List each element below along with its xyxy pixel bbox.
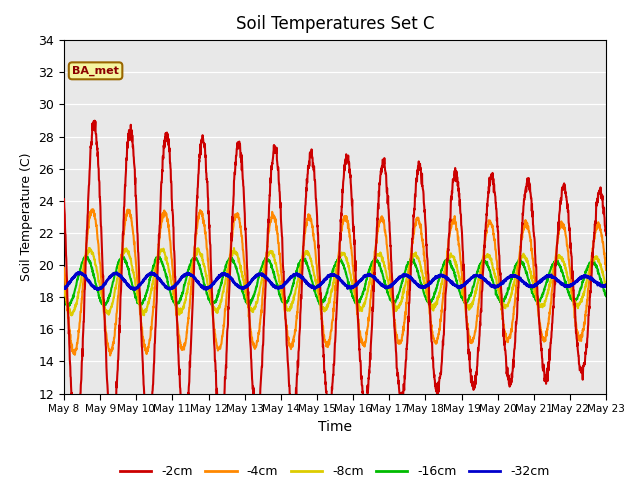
-4cm [212,336,220,342]
-8cm [363,291,371,297]
-16cm [602,293,610,299]
-32cm [351,284,359,289]
-4cm [602,267,610,273]
-16cm [493,292,500,298]
-8cm [555,254,563,260]
-4cm [493,258,500,264]
-32cm [570,280,577,286]
Y-axis label: Soil Temperature (C): Soil Temperature (C) [20,153,33,281]
-2cm [555,219,563,225]
-8cm [493,280,500,286]
-4cm [60,265,68,271]
-8cm [351,292,359,298]
-32cm [212,278,220,284]
-2cm [363,396,371,402]
-2cm [351,256,359,262]
-2cm [493,218,500,224]
-4cm [106,353,114,359]
-8cm [60,286,68,291]
-32cm [602,282,610,288]
-16cm [363,276,371,282]
X-axis label: Time: Time [318,420,352,433]
-32cm [493,284,500,290]
-16cm [83,253,91,259]
-4cm [363,331,371,337]
-16cm [212,298,220,304]
-2cm [212,369,220,374]
-2cm [602,232,610,238]
-8cm [68,312,76,318]
-2cm [570,288,577,293]
-16cm [351,300,359,305]
Line: -4cm: -4cm [64,209,606,356]
-32cm [74,269,82,275]
-8cm [212,308,220,313]
Text: BA_met: BA_met [72,66,119,76]
Line: -8cm: -8cm [64,248,606,315]
Title: Soil Temperatures Set C: Soil Temperatures Set C [236,15,435,33]
-16cm [60,296,68,302]
-2cm [60,196,68,202]
-2cm [91,118,99,123]
Line: -16cm: -16cm [64,256,606,306]
-8cm [570,294,577,300]
-16cm [570,298,577,303]
-32cm [363,272,371,278]
-8cm [602,283,610,289]
-4cm [555,231,563,237]
Line: -2cm: -2cm [64,120,606,445]
Line: -32cm: -32cm [64,272,606,289]
-16cm [555,262,563,268]
-8cm [86,245,93,251]
-32cm [60,285,68,290]
-4cm [351,282,359,288]
-4cm [90,206,97,212]
-2cm [72,443,80,448]
-16cm [63,303,71,309]
-32cm [94,287,102,292]
-32cm [555,278,563,284]
Legend: -2cm, -4cm, -8cm, -16cm, -32cm: -2cm, -4cm, -8cm, -16cm, -32cm [115,460,555,480]
-4cm [570,302,577,308]
